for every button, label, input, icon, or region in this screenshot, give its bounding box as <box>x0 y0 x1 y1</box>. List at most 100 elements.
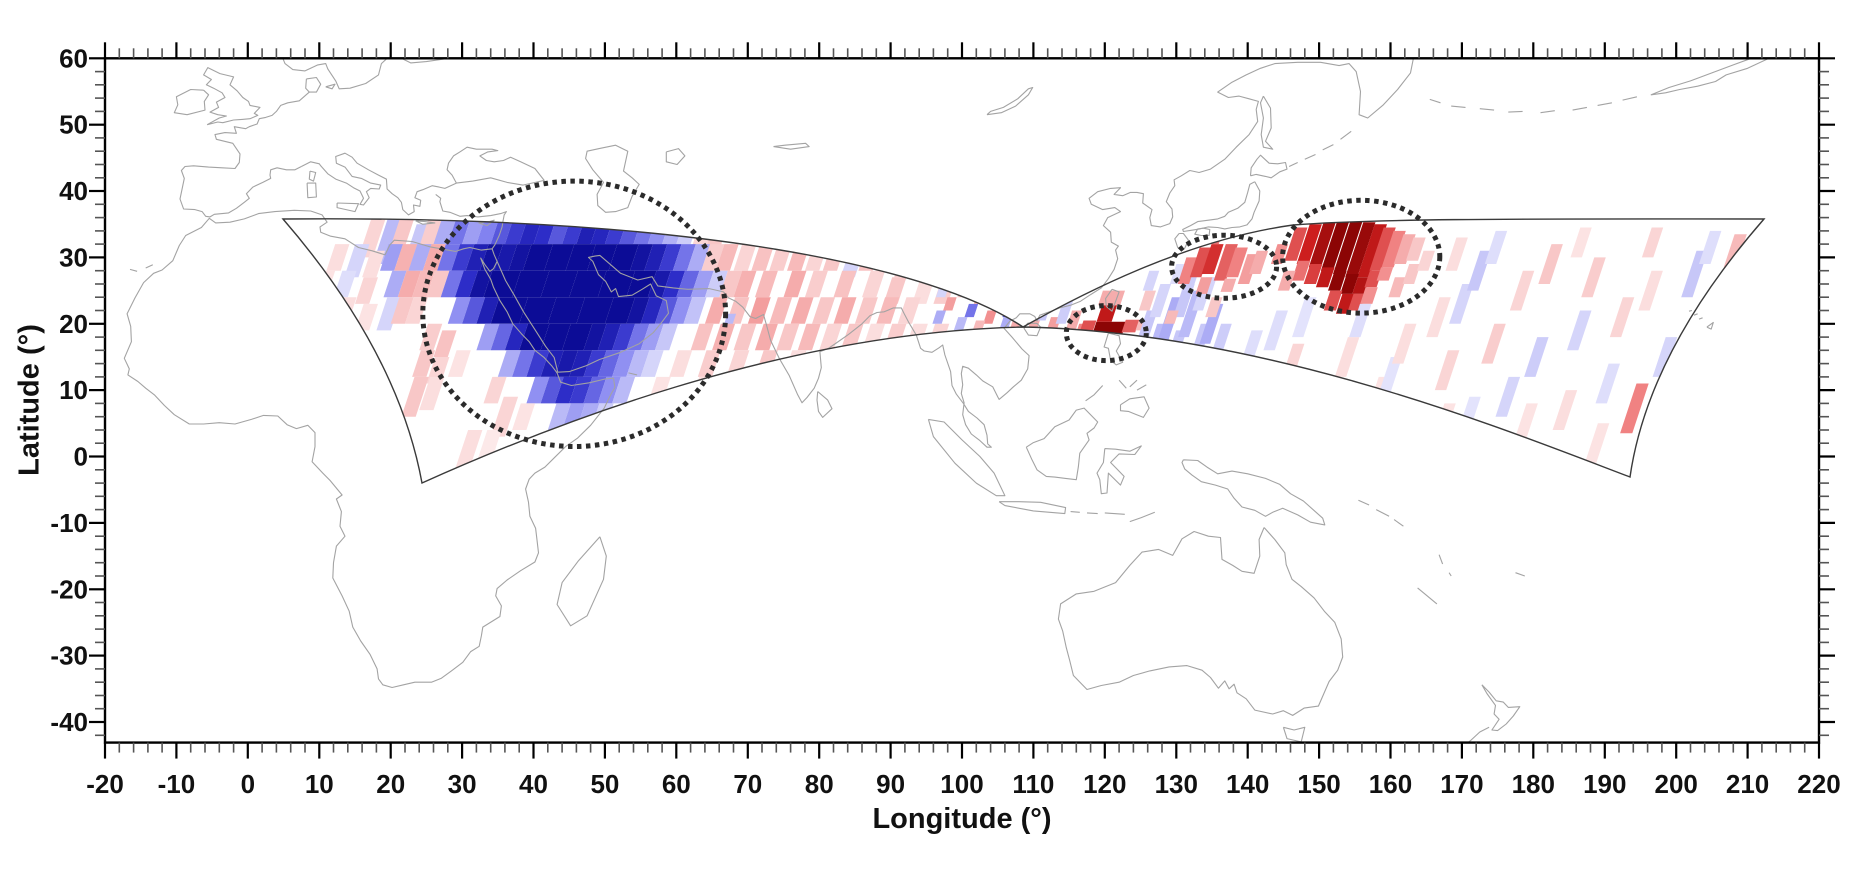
coastline <box>1597 102 1612 106</box>
heatmap-cell <box>1345 222 1376 278</box>
y-tick-label: 60 <box>59 43 88 73</box>
x-tick-label: -10 <box>158 769 196 799</box>
heatmap-cell <box>1723 234 1747 268</box>
anomaly-highlight-ellipses <box>420 178 1443 449</box>
coastline <box>1358 499 1370 506</box>
heatmap-cell <box>754 270 778 298</box>
heatmap-cell <box>1402 264 1421 284</box>
coastline <box>1070 511 1080 513</box>
heatmap-cell <box>1699 230 1722 264</box>
heatmap-cell <box>953 317 968 331</box>
heatmap-cell <box>1315 267 1335 288</box>
heatmap-cell <box>1434 350 1460 391</box>
heatmap-cell <box>629 244 653 271</box>
heatmap-cell <box>544 244 575 271</box>
x-tick-label: 170 <box>1440 769 1483 799</box>
coastline <box>1085 385 1104 402</box>
heatmap-cell <box>540 350 564 377</box>
heatmap-cell <box>1513 403 1538 444</box>
heatmap-cell <box>554 350 578 377</box>
heatmap-cell <box>476 297 500 324</box>
heatmap-cell <box>433 330 457 357</box>
heatmap-cell <box>612 323 636 351</box>
x-tick-label: 60 <box>662 769 691 799</box>
heatmap-cell <box>376 297 402 331</box>
heatmap-cell <box>604 297 636 324</box>
coastline <box>665 148 686 166</box>
coastline <box>1304 153 1316 160</box>
x-tick-label: 140 <box>1226 769 1269 799</box>
heatmap-cell <box>462 297 486 324</box>
heatmap-cell <box>1121 319 1140 333</box>
satellite-swath-outline <box>281 218 1766 485</box>
heatmap-cell <box>483 376 507 404</box>
heatmap-cell <box>397 270 421 298</box>
coastline <box>325 83 336 90</box>
coastline <box>1622 96 1638 101</box>
heatmap-cell <box>454 430 483 470</box>
heatmap-cell <box>1377 357 1403 397</box>
heatmap-cell <box>1323 290 1343 311</box>
heatmap-cell <box>1495 376 1521 417</box>
heatmap-cell <box>854 297 878 324</box>
coastline <box>1481 684 1521 732</box>
coastline <box>301 152 457 216</box>
heatmap-cell <box>943 297 957 311</box>
heatmap-cell <box>422 244 446 271</box>
heatmap-cell <box>1376 267 1394 281</box>
heatmap-cell <box>1405 237 1426 261</box>
heatmap-cell <box>654 297 678 324</box>
heatmap-cell <box>512 403 536 430</box>
heatmap-cell <box>1638 270 1663 311</box>
y-tick-label: 40 <box>59 176 88 206</box>
coastline <box>1136 384 1147 391</box>
x-tick-label: 220 <box>1797 769 1840 799</box>
heatmap-cell <box>490 396 519 437</box>
coastline <box>1104 512 1125 515</box>
heatmap-cell <box>1584 423 1610 464</box>
heatmap-cell <box>1509 270 1535 311</box>
coastline <box>306 182 317 199</box>
y-tick-label: 10 <box>59 375 88 405</box>
heatmap-cell <box>1484 230 1508 264</box>
heatmap-cell <box>1177 257 1198 284</box>
coastline <box>1515 572 1525 577</box>
x-tick-label: 200 <box>1655 769 1698 799</box>
coastline <box>927 418 1006 497</box>
heatmap-cell <box>454 270 478 298</box>
heatmap-cell <box>690 323 714 351</box>
heatmap-cell <box>1369 227 1396 271</box>
heatmap-cell <box>383 270 407 298</box>
heatmap-cell <box>355 303 378 331</box>
heatmap-cell <box>1320 220 1350 271</box>
heatmap-cell <box>819 323 843 351</box>
coastline <box>1259 95 1274 150</box>
heatmap-cell <box>519 297 557 324</box>
heatmap-cell <box>683 297 707 324</box>
heatmap-cell <box>712 323 736 351</box>
heatmap-cell <box>1524 337 1549 377</box>
heatmap-cell <box>1292 297 1317 338</box>
coastline <box>1025 407 1099 481</box>
heatmap-cell <box>326 244 350 271</box>
coastline <box>1438 554 1444 565</box>
heatmap-cell <box>1205 297 1223 318</box>
heatmap-cell <box>1277 270 1296 291</box>
x-tick-label: 50 <box>590 769 619 799</box>
heatmap-cell <box>658 244 682 271</box>
heatmap-cell <box>783 270 807 298</box>
heatmap-cell <box>733 244 757 271</box>
coastline <box>998 501 1067 515</box>
heatmap-cell <box>1652 337 1678 377</box>
heatmap-cell <box>608 244 639 271</box>
heatmap-cell <box>512 350 536 377</box>
coastline <box>1417 587 1438 605</box>
coastline <box>1448 572 1452 577</box>
heatmap-cell <box>469 270 493 298</box>
x-tick-label: 70 <box>733 769 762 799</box>
heatmap-cell <box>597 376 621 404</box>
heatmap-cell <box>408 244 432 271</box>
heatmap-cell <box>733 270 757 298</box>
heatmap-cell <box>547 403 571 430</box>
